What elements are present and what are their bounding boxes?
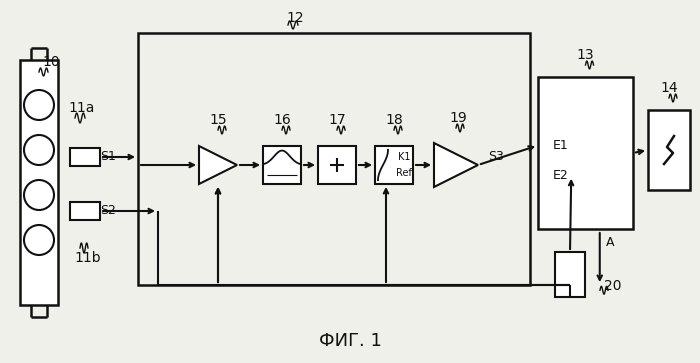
Text: E2: E2 bbox=[553, 169, 568, 182]
Text: S1: S1 bbox=[100, 151, 116, 163]
Bar bbox=[70, 202, 100, 220]
Text: K1: K1 bbox=[398, 152, 410, 162]
Polygon shape bbox=[434, 143, 478, 187]
Text: 19: 19 bbox=[449, 111, 467, 125]
Text: 17: 17 bbox=[328, 113, 346, 127]
Text: 18: 18 bbox=[385, 113, 403, 127]
Text: Ref: Ref bbox=[396, 168, 412, 178]
Text: 12: 12 bbox=[286, 11, 304, 25]
Text: S2: S2 bbox=[100, 204, 116, 217]
Text: 13: 13 bbox=[577, 48, 594, 62]
Bar bbox=[263, 146, 301, 184]
Bar bbox=[648, 110, 690, 190]
Text: 11b: 11b bbox=[75, 251, 101, 265]
Bar bbox=[375, 146, 413, 184]
Polygon shape bbox=[199, 146, 237, 184]
Text: 11a: 11a bbox=[69, 101, 95, 115]
Text: A: A bbox=[606, 236, 614, 249]
Bar bbox=[555, 252, 585, 297]
Bar bbox=[538, 77, 633, 229]
Text: S3: S3 bbox=[488, 151, 504, 163]
Bar bbox=[138, 33, 530, 285]
Text: 20: 20 bbox=[604, 279, 622, 293]
Bar bbox=[70, 148, 100, 166]
Bar bbox=[20, 60, 58, 305]
Text: 10: 10 bbox=[42, 55, 60, 69]
Text: 14: 14 bbox=[660, 81, 678, 95]
Text: E1: E1 bbox=[553, 139, 568, 152]
Text: 16: 16 bbox=[273, 113, 291, 127]
Bar bbox=[318, 146, 356, 184]
Text: ФИГ. 1: ФИГ. 1 bbox=[318, 332, 382, 350]
Text: 15: 15 bbox=[209, 113, 227, 127]
